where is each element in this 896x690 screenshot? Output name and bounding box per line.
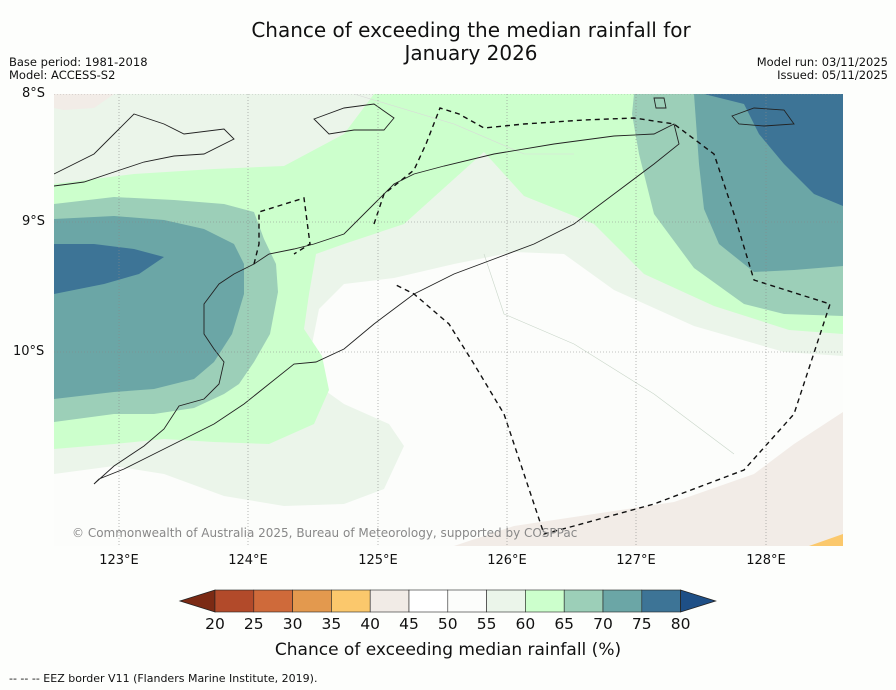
colorbar-tick-50: 50 bbox=[437, 615, 458, 633]
colorbar-arrow-low bbox=[178, 589, 216, 613]
colorbar-tick-35: 35 bbox=[321, 615, 342, 633]
meta-right: Model run: 03/11/2025 Issued: 05/11/2025 bbox=[757, 56, 888, 82]
lon-label-127e: 127°E bbox=[616, 553, 656, 568]
colorbar-segment-75-80 bbox=[641, 589, 681, 613]
colorbar-segment-65-70 bbox=[563, 589, 604, 613]
colorbar-tick-65: 65 bbox=[554, 615, 575, 633]
colorbar-tick-40: 40 bbox=[360, 615, 381, 633]
footnote: -- -- -- EEZ border V11 (Flanders Marine… bbox=[9, 672, 318, 685]
lon-label-123e: 123°E bbox=[99, 553, 139, 568]
colorbar-arrow-high bbox=[680, 589, 717, 613]
model-label: Model: ACCESS-S2 bbox=[9, 68, 116, 82]
meta-left: Base period: 1981-2018 Model: ACCESS-S2 bbox=[9, 56, 148, 82]
colorbar-tick-25: 25 bbox=[243, 615, 264, 633]
contour-75-80 bbox=[54, 244, 164, 294]
colorbar bbox=[178, 589, 717, 613]
timor-coastline bbox=[93, 123, 680, 485]
chart-title: Chance of exceeding the median rainfall … bbox=[0, 19, 896, 65]
map-panel bbox=[54, 94, 843, 546]
lon-label-124e: 124°E bbox=[228, 553, 268, 568]
graticule bbox=[54, 94, 843, 546]
colorbar-tick-20: 20 bbox=[205, 615, 225, 633]
colorbar-tick-30: 30 bbox=[282, 615, 303, 633]
issued-label: Issued: 05/11/2025 bbox=[777, 68, 888, 82]
eez-border bbox=[253, 107, 831, 535]
title-line-2: January 2026 bbox=[404, 41, 538, 65]
colorbar-tick-60: 60 bbox=[515, 615, 536, 633]
colorbar-segment-25-30 bbox=[253, 589, 293, 613]
model-run-label: Model run: 03/11/2025 bbox=[756, 55, 888, 69]
contour-35-40 bbox=[809, 534, 843, 546]
colorbar-segment-20-25 bbox=[214, 589, 255, 613]
lat-label-9s: 9°S bbox=[22, 214, 46, 229]
lon-label-125e: 125°E bbox=[358, 553, 398, 568]
land-top-left bbox=[54, 94, 114, 110]
map-svg bbox=[54, 94, 843, 546]
island-north-3 bbox=[653, 97, 667, 109]
base-period-label: Base period: 1981-2018 bbox=[9, 55, 148, 69]
colorbar-segment-70-75 bbox=[602, 589, 643, 613]
colorbar-segment-60-65 bbox=[525, 589, 565, 613]
island-north-2 bbox=[731, 107, 795, 127]
faint-contour-1 bbox=[483, 253, 735, 455]
lat-label-10s: 10°S bbox=[13, 344, 45, 359]
colorbar-tick-45: 45 bbox=[399, 615, 419, 633]
colorbar-segment-30-35 bbox=[292, 589, 332, 613]
lon-label-126e: 126°E bbox=[487, 553, 527, 568]
colorbar-segment-45-50 bbox=[408, 589, 449, 613]
colorbar-tick-70: 70 bbox=[593, 615, 613, 633]
faint-contour-2 bbox=[353, 94, 574, 155]
colorbar-tick-75: 75 bbox=[631, 615, 652, 633]
copyright-notice: © Commonwealth of Australia 2025, Bureau… bbox=[72, 526, 578, 540]
land-australia bbox=[454, 412, 843, 546]
colorbar-segment-50-55 bbox=[447, 589, 487, 613]
contour-75-80-east bbox=[704, 94, 843, 206]
colorbar-segment-35-40 bbox=[331, 589, 371, 613]
colorbar-segment-40-45 bbox=[369, 589, 410, 613]
lat-label-8s: 8°S bbox=[22, 86, 46, 101]
island-north-1 bbox=[313, 103, 395, 135]
colorbar-title: Chance of exceeding median rainfall (%) bbox=[274, 640, 622, 660]
colorbar-tick-80: 80 bbox=[670, 615, 691, 633]
colorbar-segment-55-60 bbox=[486, 589, 526, 613]
colorbar-tick-55: 55 bbox=[476, 615, 497, 633]
islands-outline bbox=[54, 113, 235, 187]
title-line-1: Chance of exceeding the median rainfall … bbox=[251, 18, 691, 42]
lon-label-128e: 128°E bbox=[746, 553, 786, 568]
